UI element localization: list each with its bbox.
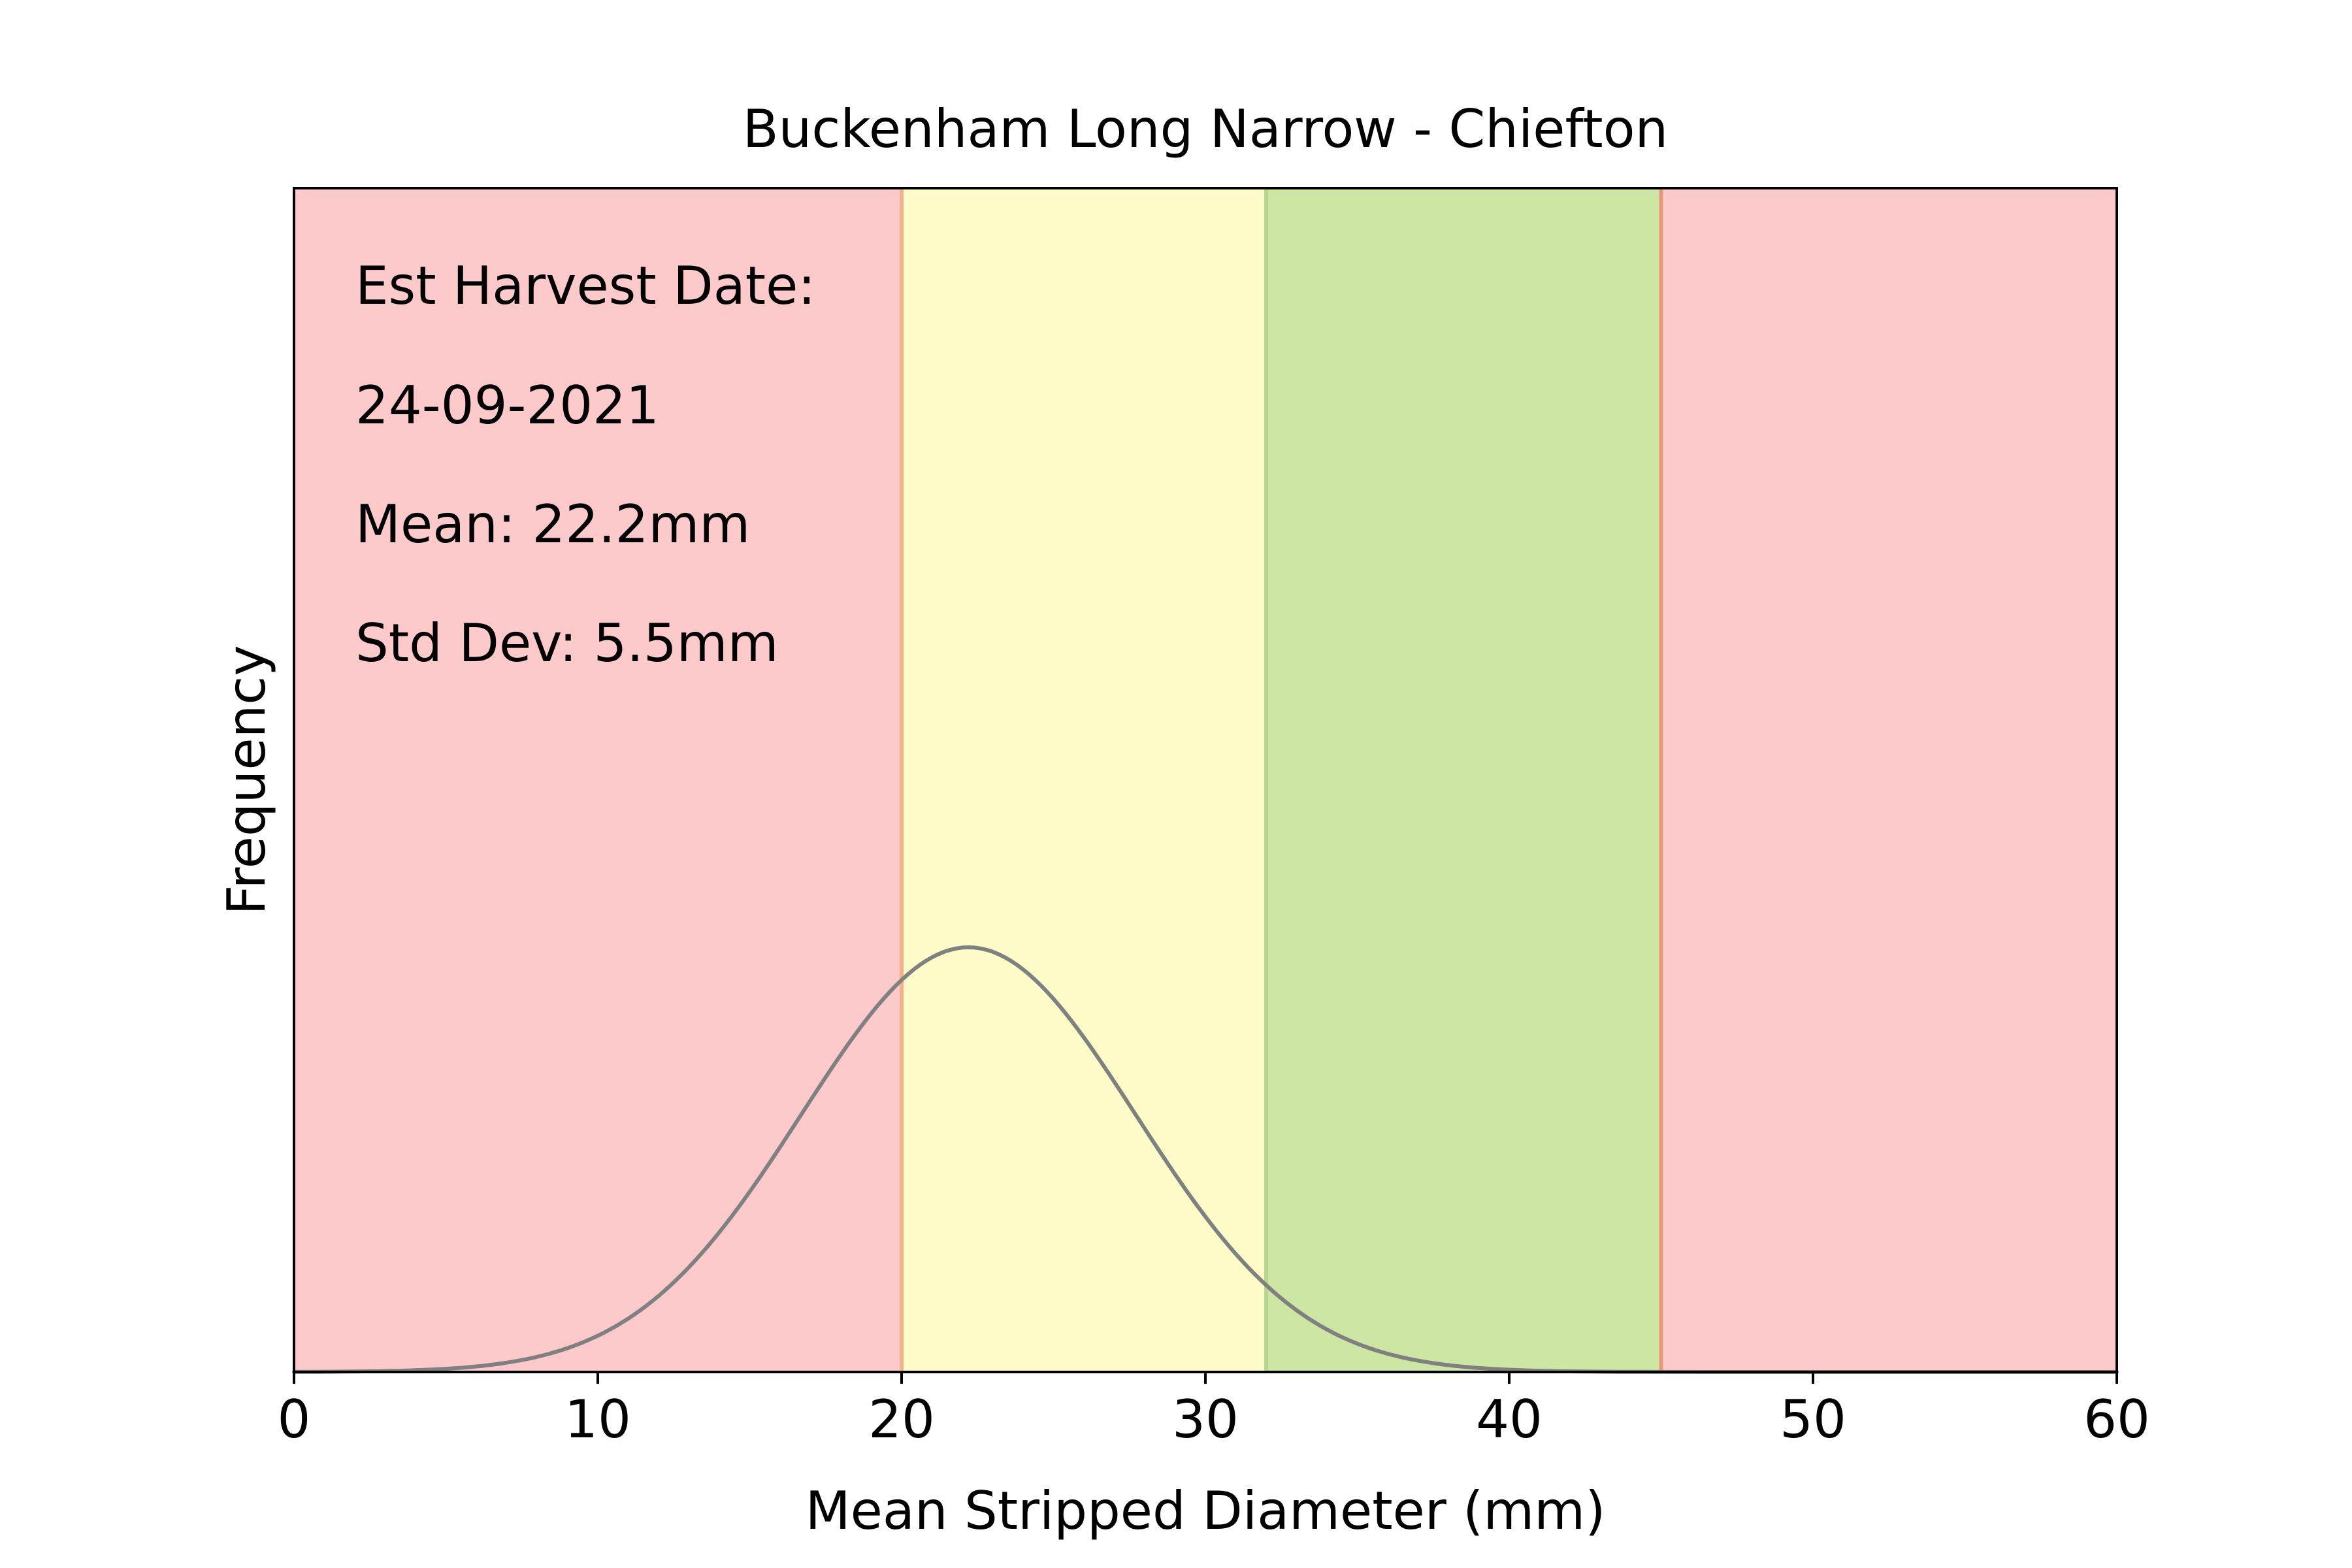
zone-0 [294, 188, 902, 1372]
harvest-date-label: Est Harvest Date: [355, 255, 815, 316]
x-axis-ticks: 0 10 20 30 40 50 60 [278, 1372, 2150, 1450]
x-tick-label-5: 50 [1780, 1389, 1846, 1450]
x-tick-label-0: 0 [278, 1389, 311, 1450]
zone-1 [902, 188, 1266, 1372]
x-tick-label-6: 60 [2083, 1389, 2150, 1450]
zone-3 [1661, 188, 2117, 1372]
x-tick-label-3: 30 [1172, 1389, 1239, 1450]
harvest-zones [294, 188, 2117, 1372]
chart-title: Buckenham Long Narrow - Chiefton [743, 99, 1668, 159]
x-tick-label-1: 10 [564, 1389, 631, 1450]
zone-2 [1266, 188, 1661, 1372]
std-dev-annotation: Std Dev: 5.5mm [355, 613, 779, 674]
mean-annotation: Mean: 22.2mm [355, 494, 750, 555]
zone-boundaries [900, 188, 1663, 1372]
harvest-date-value: 24-09-2021 [355, 375, 659, 436]
y-axis-label: Frequency [216, 645, 277, 915]
x-tick-label-2: 20 [868, 1389, 935, 1450]
x-axis-label: Mean Stripped Diameter (mm) [806, 1480, 1606, 1541]
x-tick-label-4: 40 [1476, 1389, 1543, 1450]
